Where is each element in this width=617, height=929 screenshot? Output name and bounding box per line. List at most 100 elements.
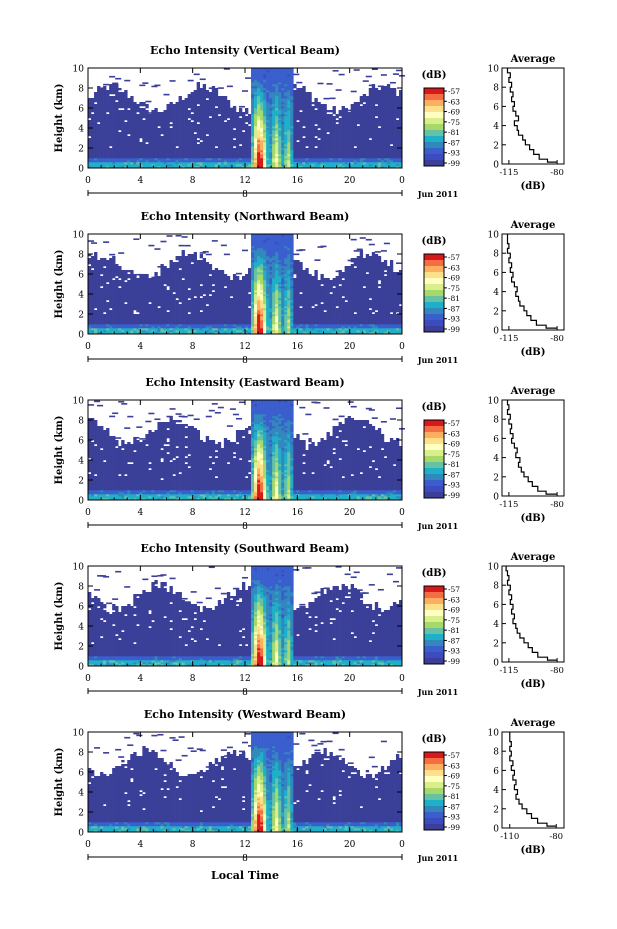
heatmap-cell — [389, 146, 394, 149]
heatmap-cell — [148, 154, 152, 157]
heatmap-cell — [350, 90, 357, 93]
heatmap-cell — [151, 132, 155, 135]
heatmap-cell — [106, 272, 110, 275]
heatmap-cell — [112, 142, 116, 145]
heatmap-cell — [154, 322, 158, 325]
heatmap-cell — [275, 84, 279, 87]
heatmap-cell — [154, 274, 158, 277]
heatmap-cell — [359, 146, 364, 149]
heatmap-cell — [136, 290, 140, 293]
heatmap-cell — [109, 316, 113, 319]
heatmap-cell — [109, 136, 113, 139]
heatmap-cell — [157, 148, 161, 151]
heatmap-cell — [193, 126, 197, 129]
heatmap-cell — [157, 300, 161, 303]
heatmap-cell — [109, 286, 113, 289]
heatmap-cell — [214, 144, 219, 147]
heatmap-cell — [91, 264, 95, 267]
heatmap-cell — [175, 294, 179, 297]
heatmap-cell — [260, 158, 264, 161]
heatmap-cell — [136, 134, 140, 137]
heatmap-cell — [139, 112, 143, 115]
heatmap-cell — [118, 124, 122, 127]
heatmap-cell — [100, 140, 104, 143]
heatmap-cell — [272, 94, 276, 97]
heatmap-cell — [269, 68, 273, 71]
heatmap-cell — [148, 280, 152, 283]
heatmap-cell — [305, 92, 309, 95]
heatmap-cell — [199, 108, 204, 111]
heatmap-cell — [163, 330, 167, 333]
heatmap-cell — [383, 110, 388, 113]
heatmap-cell — [238, 166, 243, 169]
heatmap-cell — [121, 276, 125, 279]
heatmap-cell — [374, 102, 379, 105]
heatmap-cell — [187, 134, 191, 137]
heatmap-cell — [314, 162, 318, 165]
heatmap-cell — [103, 122, 107, 125]
heatmap-cell — [193, 120, 197, 123]
heatmap-cell — [368, 156, 373, 159]
heatmap-cell — [154, 300, 158, 303]
heatmap-cell — [166, 312, 170, 315]
heatmap-cell — [178, 316, 182, 319]
heatmap-cell — [241, 164, 246, 167]
heatmap-cell — [139, 144, 143, 147]
x-tick-label: 0 — [399, 176, 405, 186]
heatmap-cell — [100, 110, 104, 113]
heatmap-cell — [284, 120, 288, 123]
heatmap-cell — [350, 126, 354, 129]
heatmap-cell — [175, 152, 179, 155]
heatmap-cell — [257, 160, 261, 163]
heatmap-cell — [211, 118, 216, 121]
heatmap-cell — [296, 138, 300, 141]
heatmap-cell — [181, 138, 185, 141]
heatmap-cell — [115, 102, 119, 105]
heatmap-cell — [130, 330, 134, 333]
heatmap-cell — [97, 322, 101, 325]
colorbar-swatch — [424, 94, 444, 101]
heatmap-cell — [130, 102, 134, 105]
heatmap-cell — [163, 138, 167, 141]
heatmap-cell — [196, 88, 201, 91]
heatmap-cell — [296, 152, 300, 155]
heatmap-cell — [154, 116, 158, 119]
heatmap-cell — [263, 98, 267, 101]
heatmap-cell — [100, 146, 104, 149]
heatmap-cell — [130, 136, 134, 139]
heatmap-cell — [398, 118, 403, 121]
heatmap-cell — [338, 136, 342, 139]
heatmap-cell — [136, 273, 143, 276]
heatmap-cell — [257, 144, 261, 147]
colorbar-label: (dB) — [422, 70, 447, 81]
heatmap-cell — [148, 290, 152, 293]
heatmap-cell — [106, 308, 110, 311]
heatmap-cell — [130, 308, 134, 311]
heatmap-cell — [347, 156, 351, 159]
heatmap-cell — [91, 104, 95, 107]
heatmap-cell — [245, 118, 249, 121]
heatmap-cell — [169, 130, 173, 133]
heatmap-cell — [287, 160, 291, 163]
heatmap-cell — [184, 162, 188, 165]
heatmap-cell — [166, 134, 170, 137]
heatmap-cell — [160, 282, 164, 285]
heatmap-cell — [263, 96, 267, 99]
heatmap-cell — [365, 98, 370, 101]
heatmap-cell — [136, 148, 140, 151]
heatmap-cell — [377, 160, 382, 163]
heatmap-cell — [88, 330, 92, 333]
heatmap-cell — [263, 120, 267, 123]
heatmap-cell — [139, 154, 143, 157]
heatmap-cell — [184, 166, 188, 169]
heatmap-cell — [160, 120, 164, 123]
heatmap-cell — [127, 152, 131, 155]
heatmap-cell — [193, 124, 197, 127]
heatmap-cell — [109, 166, 113, 169]
heatmap-cell — [91, 308, 95, 311]
heatmap-cell — [103, 90, 107, 93]
heatmap-cell — [341, 110, 345, 113]
heatmap-cell — [245, 116, 249, 119]
heatmap-cell — [290, 152, 294, 155]
heatmap-cell — [172, 120, 176, 123]
